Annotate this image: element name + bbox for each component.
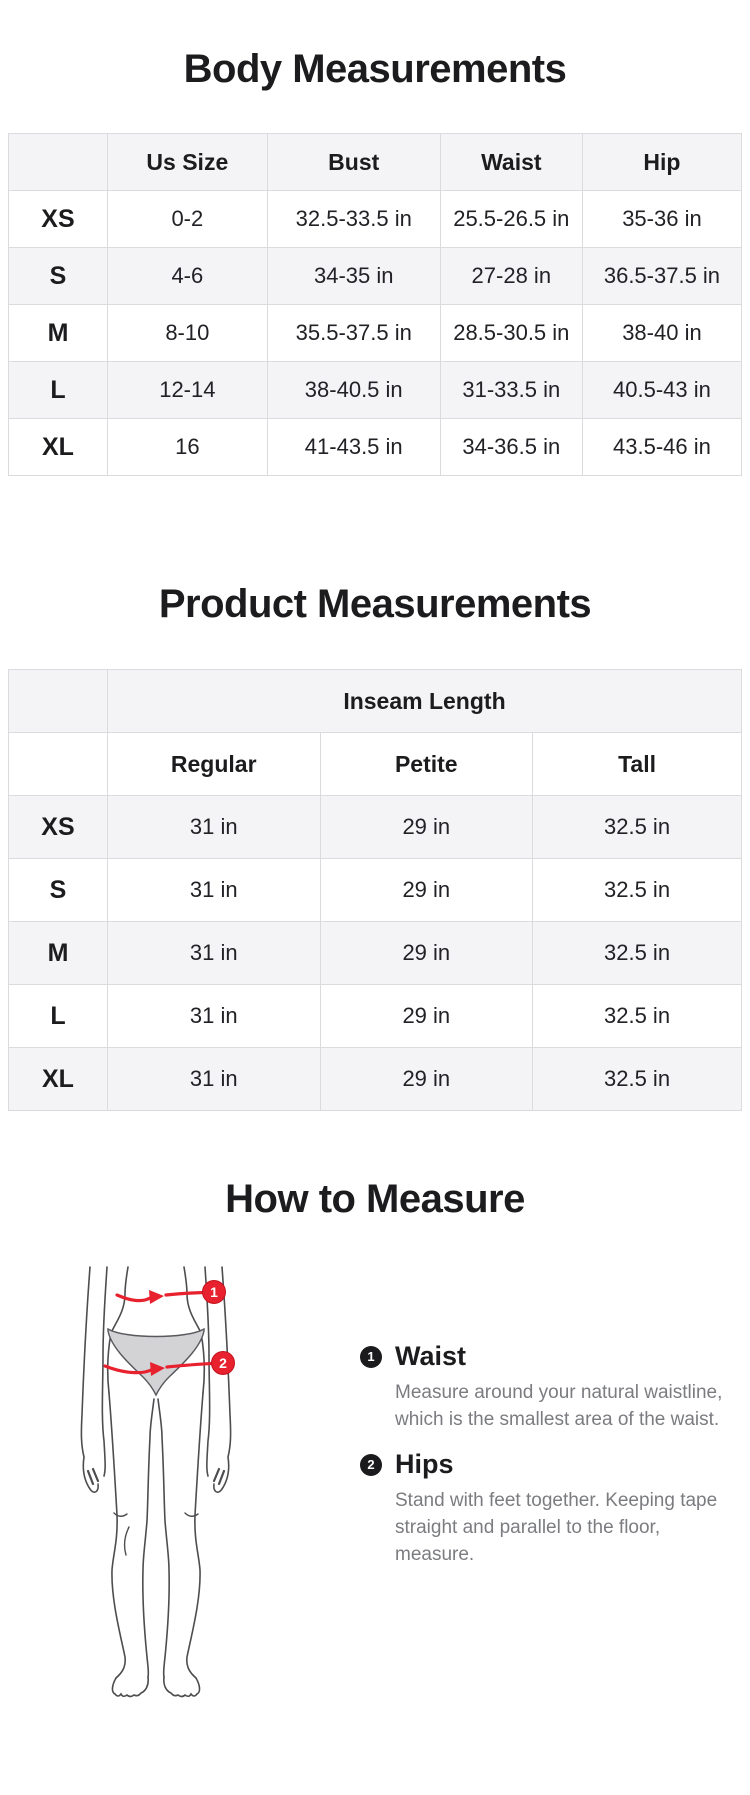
waist-value: 25.5-26.5 in <box>439 190 583 248</box>
size-label: XS <box>8 795 108 859</box>
waist-badge-circle <box>202 1280 226 1304</box>
table-row: XL 31 in 29 in 32.5 in <box>8 1047 742 1111</box>
hips-instruction: 2 Hips Stand with feet together. Keeping… <box>360 1449 730 1568</box>
body-header-waist: Waist <box>439 133 583 191</box>
hip-badge-number: 2 <box>219 1355 227 1371</box>
bust-value: 38-40.5 in <box>266 361 441 419</box>
waist-value: 28.5-30.5 in <box>439 304 583 362</box>
bust-value: 34-35 in <box>266 247 441 305</box>
regular-value: 31 in <box>106 984 321 1048</box>
product-header-tall: Tall <box>532 732 742 796</box>
tall-value: 32.5 in <box>532 921 742 985</box>
product-table-group-header-row: Inseam Length <box>8 669 743 733</box>
petite-value: 29 in <box>319 858 534 922</box>
body-header-bust: Bust <box>266 133 441 191</box>
hip-value: 43.5-46 in <box>581 418 743 476</box>
hips-instruction-header: 2 Hips <box>360 1449 730 1480</box>
table-row: L 12-14 38-40.5 in 31-33.5 in 40.5-43 in <box>8 361 743 419</box>
waist-instruction-header: 1 Waist <box>360 1341 730 1372</box>
waist-instruction: 1 Waist Measure around your natural wais… <box>360 1341 730 1433</box>
table-row: L 31 in 29 in 32.5 in <box>8 984 742 1048</box>
hip-value: 36.5-37.5 in <box>581 247 743 305</box>
product-header-petite: Petite <box>319 732 534 796</box>
product-header-empty <box>8 669 108 733</box>
bust-value: 32.5-33.5 in <box>266 190 441 248</box>
body-figure: 1 2 <box>65 1265 245 1705</box>
body-table-header-row: Us Size Bust Waist Hip <box>8 133 743 191</box>
product-header-regular: Regular <box>106 732 321 796</box>
hip-badge-circle <box>211 1351 235 1375</box>
us-size-value: 8-10 <box>106 304 268 362</box>
size-label: M <box>8 921 108 985</box>
table-row: XS 0-2 32.5-33.5 in 25.5-26.5 in 35-36 i… <box>8 190 743 248</box>
how-to-measure-title: How to Measure <box>225 1177 525 1221</box>
waist-badge-number: 1 <box>210 1284 218 1300</box>
petite-value: 29 in <box>319 984 534 1048</box>
us-size-value: 12-14 <box>106 361 268 419</box>
size-label: S <box>8 858 108 922</box>
bust-value: 41-43.5 in <box>266 418 441 476</box>
body-header-us-size: Us Size <box>106 133 268 191</box>
product-subheader-empty <box>8 732 108 796</box>
bust-value: 35.5-37.5 in <box>266 304 441 362</box>
hips-instruction-title: Hips <box>395 1449 454 1479</box>
body-header-hip: Hip <box>581 133 743 191</box>
tall-value: 32.5 in <box>532 858 742 922</box>
body-measurements-table: Us Size Bust Waist Hip XS 0-2 32.5-33.5 … <box>8 133 743 476</box>
us-size-value: 4-6 <box>106 247 268 305</box>
hip-value: 38-40 in <box>581 304 743 362</box>
table-row: XS 31 in 29 in 32.5 in <box>8 795 742 859</box>
petite-value: 29 in <box>319 921 534 985</box>
hip-measure-arrow: 2 <box>103 1351 235 1376</box>
tall-value: 32.5 in <box>532 795 742 859</box>
size-label: XL <box>8 1047 108 1111</box>
size-label: L <box>8 361 108 419</box>
waist-value: 27-28 in <box>439 247 583 305</box>
size-label: M <box>8 304 108 362</box>
product-table-subheader-row: Regular Petite Tall <box>8 732 742 796</box>
table-row: XL 16 41-43.5 in 34-36.5 in 43.5-46 in <box>8 418 743 476</box>
waist-measure-arrow: 1 <box>115 1280 226 1304</box>
hip-value: 40.5-43 in <box>581 361 743 419</box>
body-measurements-title: Body Measurements <box>183 47 567 91</box>
table-row: S 31 in 29 in 32.5 in <box>8 858 742 922</box>
panty-shape <box>107 1327 205 1397</box>
hips-instruction-text: Stand with feet together. Keeping tape s… <box>395 1490 718 1565</box>
table-row: M 8-10 35.5-37.5 in 28.5-30.5 in 38-40 i… <box>8 304 743 362</box>
waist-instruction-title: Waist <box>395 1341 467 1371</box>
size-label: XL <box>8 418 108 476</box>
table-row: S 4-6 34-35 in 27-28 in 36.5-37.5 in <box>8 247 743 305</box>
tall-value: 32.5 in <box>532 984 742 1048</box>
regular-value: 31 in <box>106 795 321 859</box>
petite-value: 29 in <box>319 1047 534 1111</box>
waist-value: 31-33.5 in <box>439 361 583 419</box>
waist-instruction-text: Measure around your natural waistline, w… <box>395 1382 723 1430</box>
step-2-badge: 2 <box>360 1453 382 1476</box>
table-row: M 31 in 29 in 32.5 in <box>8 921 742 985</box>
size-label: S <box>8 247 108 305</box>
regular-value: 31 in <box>106 1047 321 1111</box>
hip-value: 35-36 in <box>581 190 743 248</box>
product-measurements-table: Inseam Length Regular Petite Tall XS 31 … <box>8 669 743 1111</box>
waist-value: 34-36.5 in <box>439 418 583 476</box>
size-label: XS <box>8 190 108 248</box>
inseam-length-header: Inseam Length <box>106 669 743 733</box>
product-measurements-title: Product Measurements <box>158 582 592 626</box>
us-size-value: 16 <box>106 418 268 476</box>
step-1-badge: 1 <box>360 1345 382 1368</box>
how-to-measure-section: 1 2 1 Waist Measure around your natural … <box>0 1265 750 1705</box>
size-label: L <box>8 984 108 1048</box>
body-figure-illustration: 1 2 <box>80 1266 235 1698</box>
measure-instructions: 1 Waist Measure around your natural wais… <box>360 1265 730 1584</box>
us-size-value: 0-2 <box>106 190 268 248</box>
body-header-empty <box>8 133 108 191</box>
regular-value: 31 in <box>106 921 321 985</box>
tall-value: 32.5 in <box>532 1047 742 1111</box>
regular-value: 31 in <box>106 858 321 922</box>
petite-value: 29 in <box>319 795 534 859</box>
